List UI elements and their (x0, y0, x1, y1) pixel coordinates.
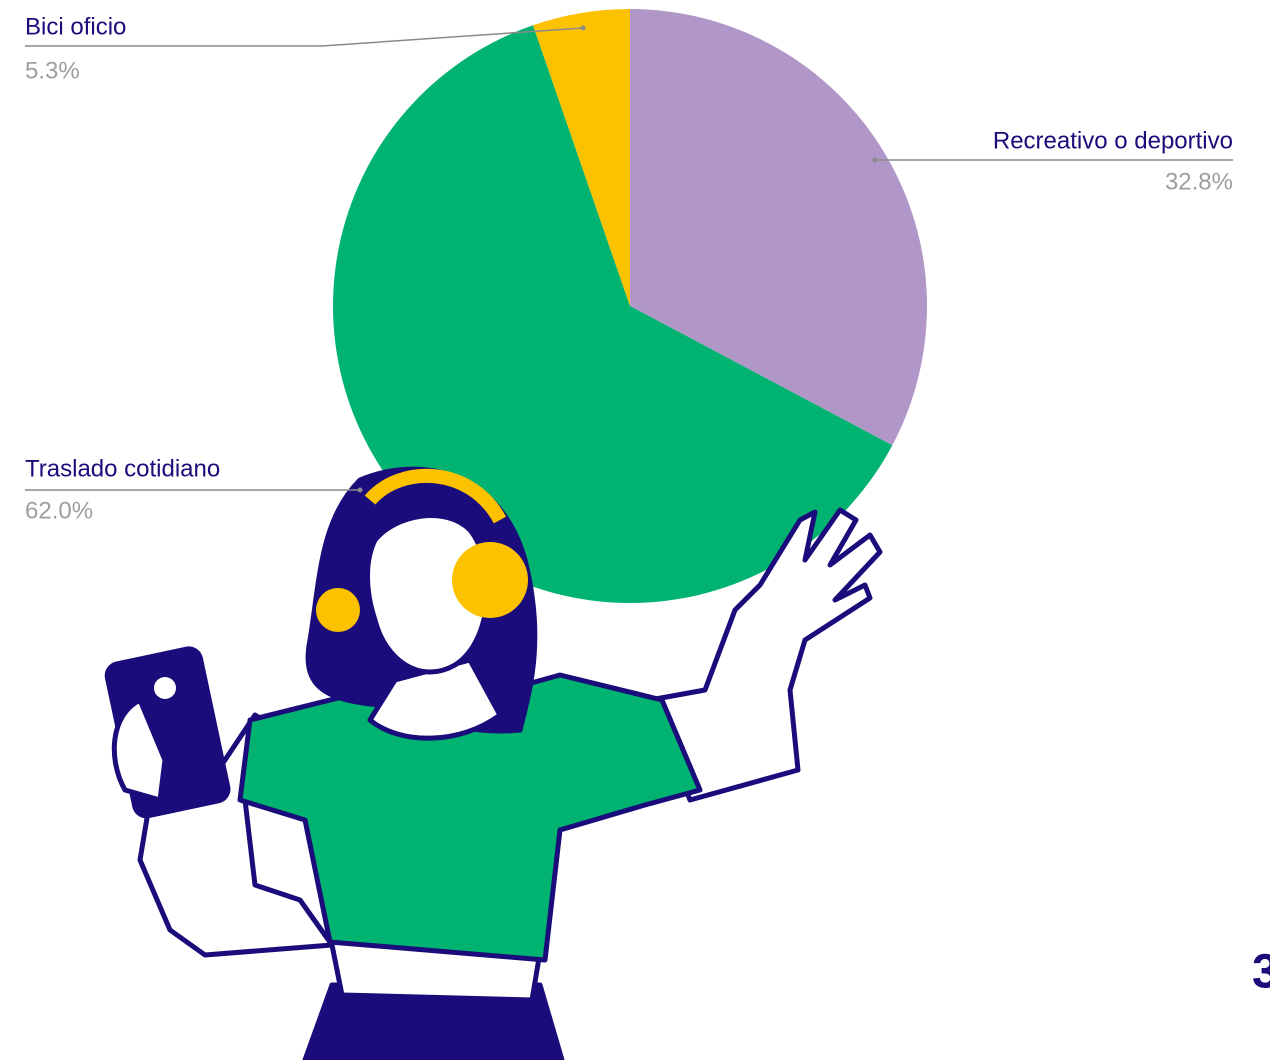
pie-slice (630, 9, 927, 446)
pie-slice (533, 9, 630, 306)
slice-label: Bici oficio (25, 13, 126, 40)
page-number: 3 (1252, 946, 1270, 999)
hand (111, 697, 168, 803)
pie-slice (332, 25, 893, 603)
face (365, 513, 490, 675)
pie (332, 9, 927, 603)
leader-dot (357, 487, 363, 493)
pants (302, 982, 565, 1060)
slice-label: Traslado cotidiano (25, 455, 220, 482)
ear-cup (316, 588, 360, 632)
neck (367, 657, 503, 741)
leader-line (25, 27, 584, 47)
headphone-band (364, 468, 507, 524)
slice-value: 32.8% (1165, 168, 1233, 195)
labels: Recreativo o deportivo 32.8% Traslado coti… (25, 13, 1233, 524)
ear-cup (452, 542, 528, 618)
phone-dot (154, 677, 176, 699)
leader-dot (580, 25, 586, 31)
raised-arm (647, 507, 883, 803)
slice-value: 5.3% (25, 57, 80, 84)
slice-value: 62.0% (25, 497, 93, 524)
leader-dot (872, 157, 878, 163)
slice-label: Recreativo o deportivo (993, 127, 1233, 154)
illustration (104, 466, 883, 1060)
